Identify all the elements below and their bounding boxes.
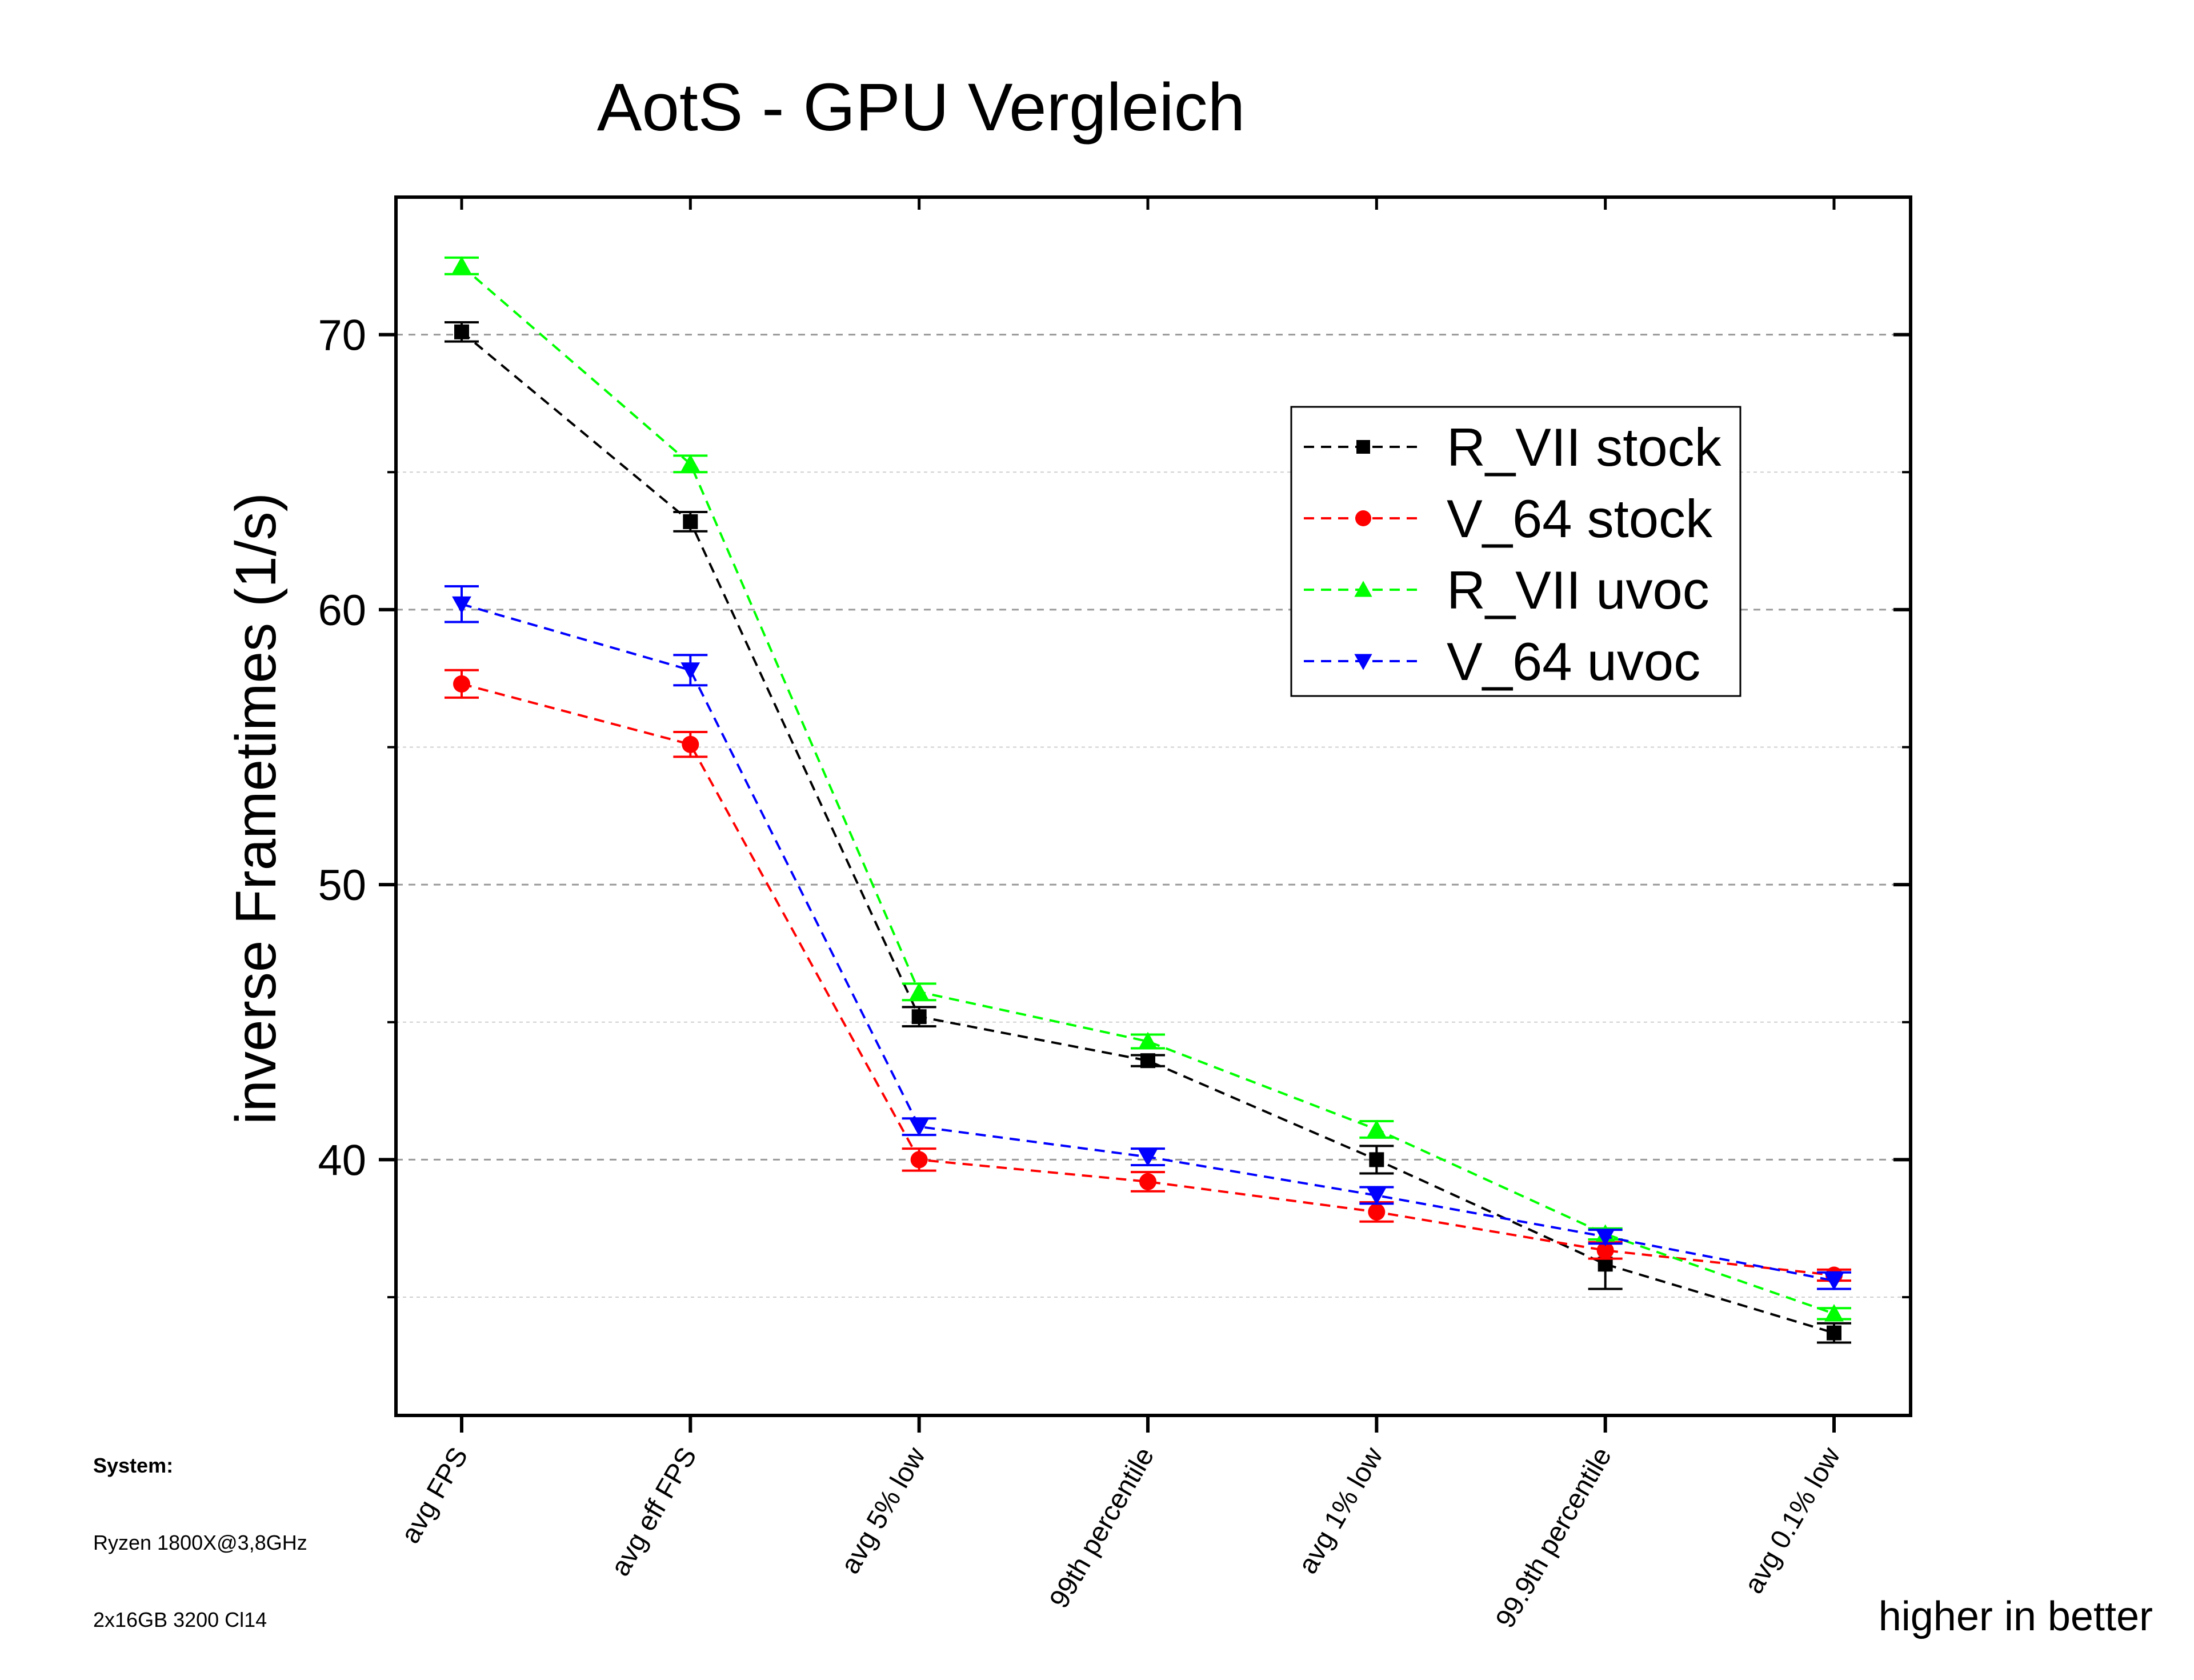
- axis-ticks: [379, 197, 1911, 1433]
- marker-circle: [1139, 1173, 1156, 1190]
- y-tick-label: 50: [318, 861, 366, 910]
- chart-title: AotS - GPU Vergleich: [597, 70, 1246, 145]
- marker-triangle-up: [680, 454, 700, 472]
- x-tick-labels: avg FPS avg eff FPS avg 5% low 99th percent…: [395, 1442, 1847, 1633]
- marker-triangle-down: [452, 596, 471, 614]
- marker-square: [454, 324, 469, 339]
- x-tick-label: avg 0.1% low: [1739, 1442, 1847, 1599]
- marker-circle: [453, 675, 470, 693]
- plot-frame: [394, 195, 1912, 1417]
- grid: [396, 334, 1911, 1298]
- series-v-64-uvoc: [445, 585, 1851, 1291]
- x-tick-label: avg 1% low: [1292, 1442, 1389, 1579]
- marker-triangle-down: [1595, 1229, 1615, 1247]
- marker-triangle-down: [1138, 1149, 1158, 1167]
- marker-square: [1356, 440, 1370, 454]
- marker-triangle-up: [1354, 581, 1372, 597]
- annotation-note: higher in better: [1879, 1594, 2153, 1639]
- marker-square: [911, 1009, 927, 1025]
- marker-square: [683, 514, 698, 529]
- y-tick-label: 60: [318, 586, 366, 635]
- legend-label: V_64 uvoc: [1447, 631, 1700, 691]
- y-tick-label: 40: [318, 1136, 366, 1185]
- system-line-ram: 2x16GB 3200 Cl14: [93, 1608, 267, 1631]
- marker-triangle-down: [680, 662, 700, 680]
- marker-circle: [910, 1151, 928, 1169]
- x-tick-label: avg FPS: [395, 1442, 474, 1549]
- marker-triangle-up: [452, 256, 471, 274]
- marker-triangle-up: [909, 982, 929, 1000]
- system-line-cpu: Ryzen 1800X@3,8GHz: [93, 1531, 307, 1554]
- legend-box: [1290, 406, 1741, 697]
- y-axis-label: inverse Frametimes (1/s): [224, 493, 288, 1125]
- marker-square: [1140, 1053, 1155, 1069]
- system-info: System: Ryzen 1800X@3,8GHz 2x16GB 3200 C…: [93, 1454, 307, 1631]
- marker-triangle-up: [1138, 1031, 1158, 1050]
- marker-circle: [682, 735, 699, 753]
- marker-triangle-down: [1824, 1273, 1844, 1291]
- legend: R_VII stock V_64 stock R_VII uvoc V_64 uvoc: [1290, 406, 1741, 697]
- x-tick-label: 99.9th percentile: [1490, 1442, 1618, 1633]
- marker-triangle-up: [1824, 1304, 1844, 1322]
- marker-triangle-down: [1367, 1187, 1387, 1205]
- legend-label: R_VII uvoc: [1447, 560, 1709, 620]
- system-heading: System:: [93, 1454, 173, 1477]
- marker-triangle-up: [1367, 1119, 1387, 1138]
- series-v-64-stock: [445, 669, 1851, 1284]
- marker-circle: [1368, 1203, 1386, 1221]
- marker-triangle-down: [909, 1119, 929, 1137]
- marker-circle: [1355, 510, 1371, 526]
- marker-triangle-down: [1354, 654, 1372, 670]
- marker-square: [1369, 1152, 1384, 1167]
- x-tick-label: avg eff FPS: [605, 1442, 703, 1581]
- legend-label: V_64 stock: [1447, 489, 1713, 549]
- marker-circle: [1596, 1242, 1614, 1259]
- y-tick-labels: 40 50 60 70: [318, 311, 366, 1185]
- y-tick-label: 70: [318, 311, 366, 360]
- x-tick-label: avg 5% low: [835, 1442, 932, 1579]
- x-tick-label: 99th percentile: [1044, 1442, 1160, 1613]
- marker-square: [1827, 1325, 1841, 1341]
- legend-label: R_VII stock: [1447, 417, 1722, 477]
- series-group: [445, 256, 1851, 1344]
